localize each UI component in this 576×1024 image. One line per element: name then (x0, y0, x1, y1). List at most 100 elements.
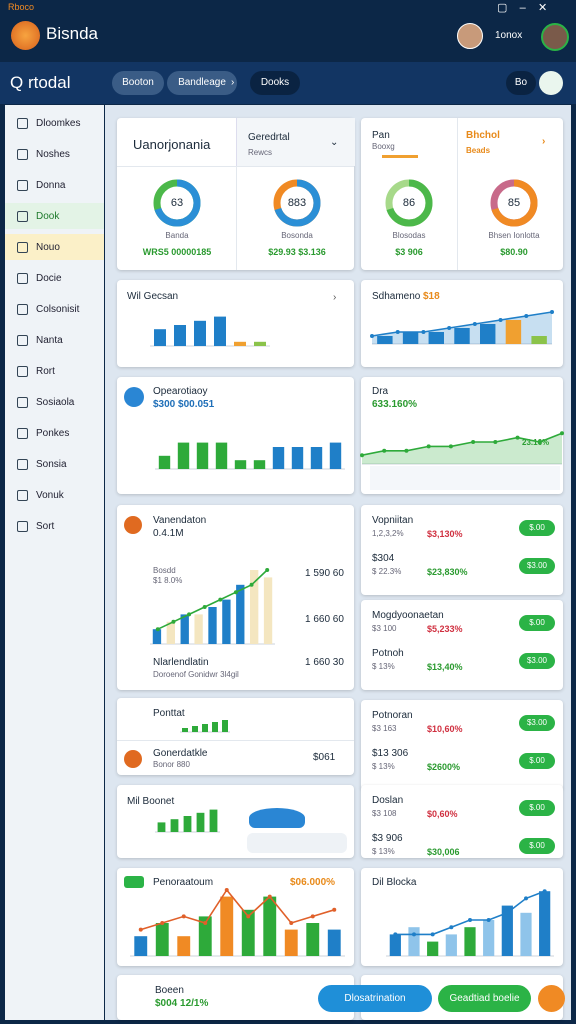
logo (11, 21, 40, 50)
bar (170, 819, 179, 832)
filter[interactable] (236, 118, 355, 166)
row-sub: 1,2,3,2% (372, 529, 404, 538)
sidebar-item[interactable]: Sonsia (5, 451, 104, 477)
tab[interactable]: Bandleage (167, 71, 237, 95)
point (370, 334, 374, 338)
row-value: 1 590 60 (305, 568, 344, 579)
bar (155, 923, 169, 956)
profile-button[interactable] (539, 71, 563, 95)
sidebar-item[interactable]: Nouo (5, 234, 104, 260)
sidebar-item[interactable]: Docie (5, 265, 104, 291)
donut-label: Banda (165, 231, 189, 240)
sidebar-item[interactable]: Vonuk (5, 482, 104, 508)
bar (196, 442, 209, 469)
icon (17, 241, 28, 253)
status-pill[interactable]: $.00 (519, 838, 555, 854)
status-pill[interactable]: $3.00 (519, 653, 555, 669)
icon (124, 750, 142, 768)
status-pill[interactable]: $3.00 (519, 558, 555, 574)
row-sub: $ 13% (372, 847, 395, 856)
point (449, 925, 454, 930)
status-pill[interactable]: $.00 (519, 615, 555, 631)
bar-chart (180, 720, 230, 733)
sidebar-item[interactable]: Noshes (5, 141, 104, 167)
donut-foot: WRS5 00000185 (142, 247, 212, 257)
chevron: › (231, 77, 235, 88)
accent (382, 155, 418, 158)
point (550, 310, 554, 314)
avatar[interactable] (541, 23, 569, 51)
sidebar-item[interactable]: Sort (5, 513, 104, 539)
point (524, 314, 529, 318)
bar (166, 621, 175, 644)
row-title: Potnoh (372, 648, 404, 659)
divider (236, 166, 237, 270)
icon-bar[interactable] (247, 833, 347, 853)
point (448, 444, 453, 449)
point (138, 927, 143, 932)
window-controls[interactable]: ▢ – ✕ (497, 2, 548, 14)
sidebar-item[interactable]: Colsonisit (5, 296, 104, 322)
primary-button[interactable]: Dlosatrination (318, 985, 432, 1012)
clock: 1onox (495, 30, 523, 41)
bar (158, 455, 171, 469)
bar (183, 816, 192, 832)
point (498, 318, 503, 322)
card-sub: 633.160% (372, 399, 418, 410)
bar (220, 896, 234, 956)
point (289, 921, 294, 925)
bar (250, 570, 259, 644)
donut-foot: $80.90 (500, 247, 528, 257)
status-pill[interactable]: $.00 (519, 520, 555, 536)
sidebar-item[interactable]: Sosiaola (5, 389, 104, 415)
tab[interactable]: Booton (112, 71, 164, 95)
status-pill[interactable]: $.00 (519, 800, 555, 816)
sidebar-item[interactable]: Donna (5, 172, 104, 198)
point (542, 889, 547, 894)
bar (539, 891, 551, 956)
row-value: $3,130% (427, 529, 463, 539)
chart-card (361, 280, 563, 367)
donut (490, 179, 538, 227)
label: Colsonisit (36, 303, 80, 315)
row-title: Doslan (372, 795, 404, 806)
donut-label: Blosodas (392, 231, 426, 240)
label: Sonsia (36, 458, 67, 470)
tab[interactable]: Dooks (250, 71, 300, 95)
card-sub: $004 12/1% (155, 998, 209, 1009)
card-sub: $300 $00.051 (153, 399, 215, 410)
label: Ponkes (36, 427, 70, 439)
sidebar-item[interactable]: Dloomkes (5, 110, 104, 136)
card-title: Wil Gecsan (127, 291, 179, 302)
sidebar-item[interactable]: Ponkes (5, 420, 104, 446)
badge: $18 (423, 291, 440, 302)
icon-bar[interactable] (370, 466, 560, 490)
point (246, 914, 251, 919)
sidebar-item[interactable]: Dook (5, 203, 104, 229)
bar (134, 936, 148, 956)
point (560, 431, 564, 436)
icon (17, 210, 28, 222)
bar-chart (370, 310, 554, 345)
fab-button[interactable] (538, 985, 565, 1012)
avatar[interactable] (457, 23, 483, 49)
icon (17, 334, 28, 346)
bar (428, 332, 444, 344)
icon (17, 458, 28, 470)
sidebar-item[interactable]: Nanta (5, 327, 104, 353)
icon (17, 489, 28, 501)
bar (427, 941, 439, 956)
bar (215, 442, 228, 469)
action-button[interactable]: Bo (506, 71, 536, 95)
divider (117, 740, 354, 741)
row-title: Vopniitan (372, 515, 414, 526)
secondary-button[interactable]: Geadtiad boelie (438, 985, 531, 1012)
status-pill[interactable]: $.00 (519, 753, 555, 769)
donut-value: 883 (287, 197, 307, 209)
card-title: Vanendaton (153, 515, 207, 526)
sidebar-item[interactable]: Rort (5, 358, 104, 384)
status-pill[interactable]: $3.00 (519, 715, 555, 731)
label: Rort (36, 365, 55, 377)
card-title: Boeen (155, 985, 184, 996)
app-tag: Rboco (8, 2, 35, 12)
